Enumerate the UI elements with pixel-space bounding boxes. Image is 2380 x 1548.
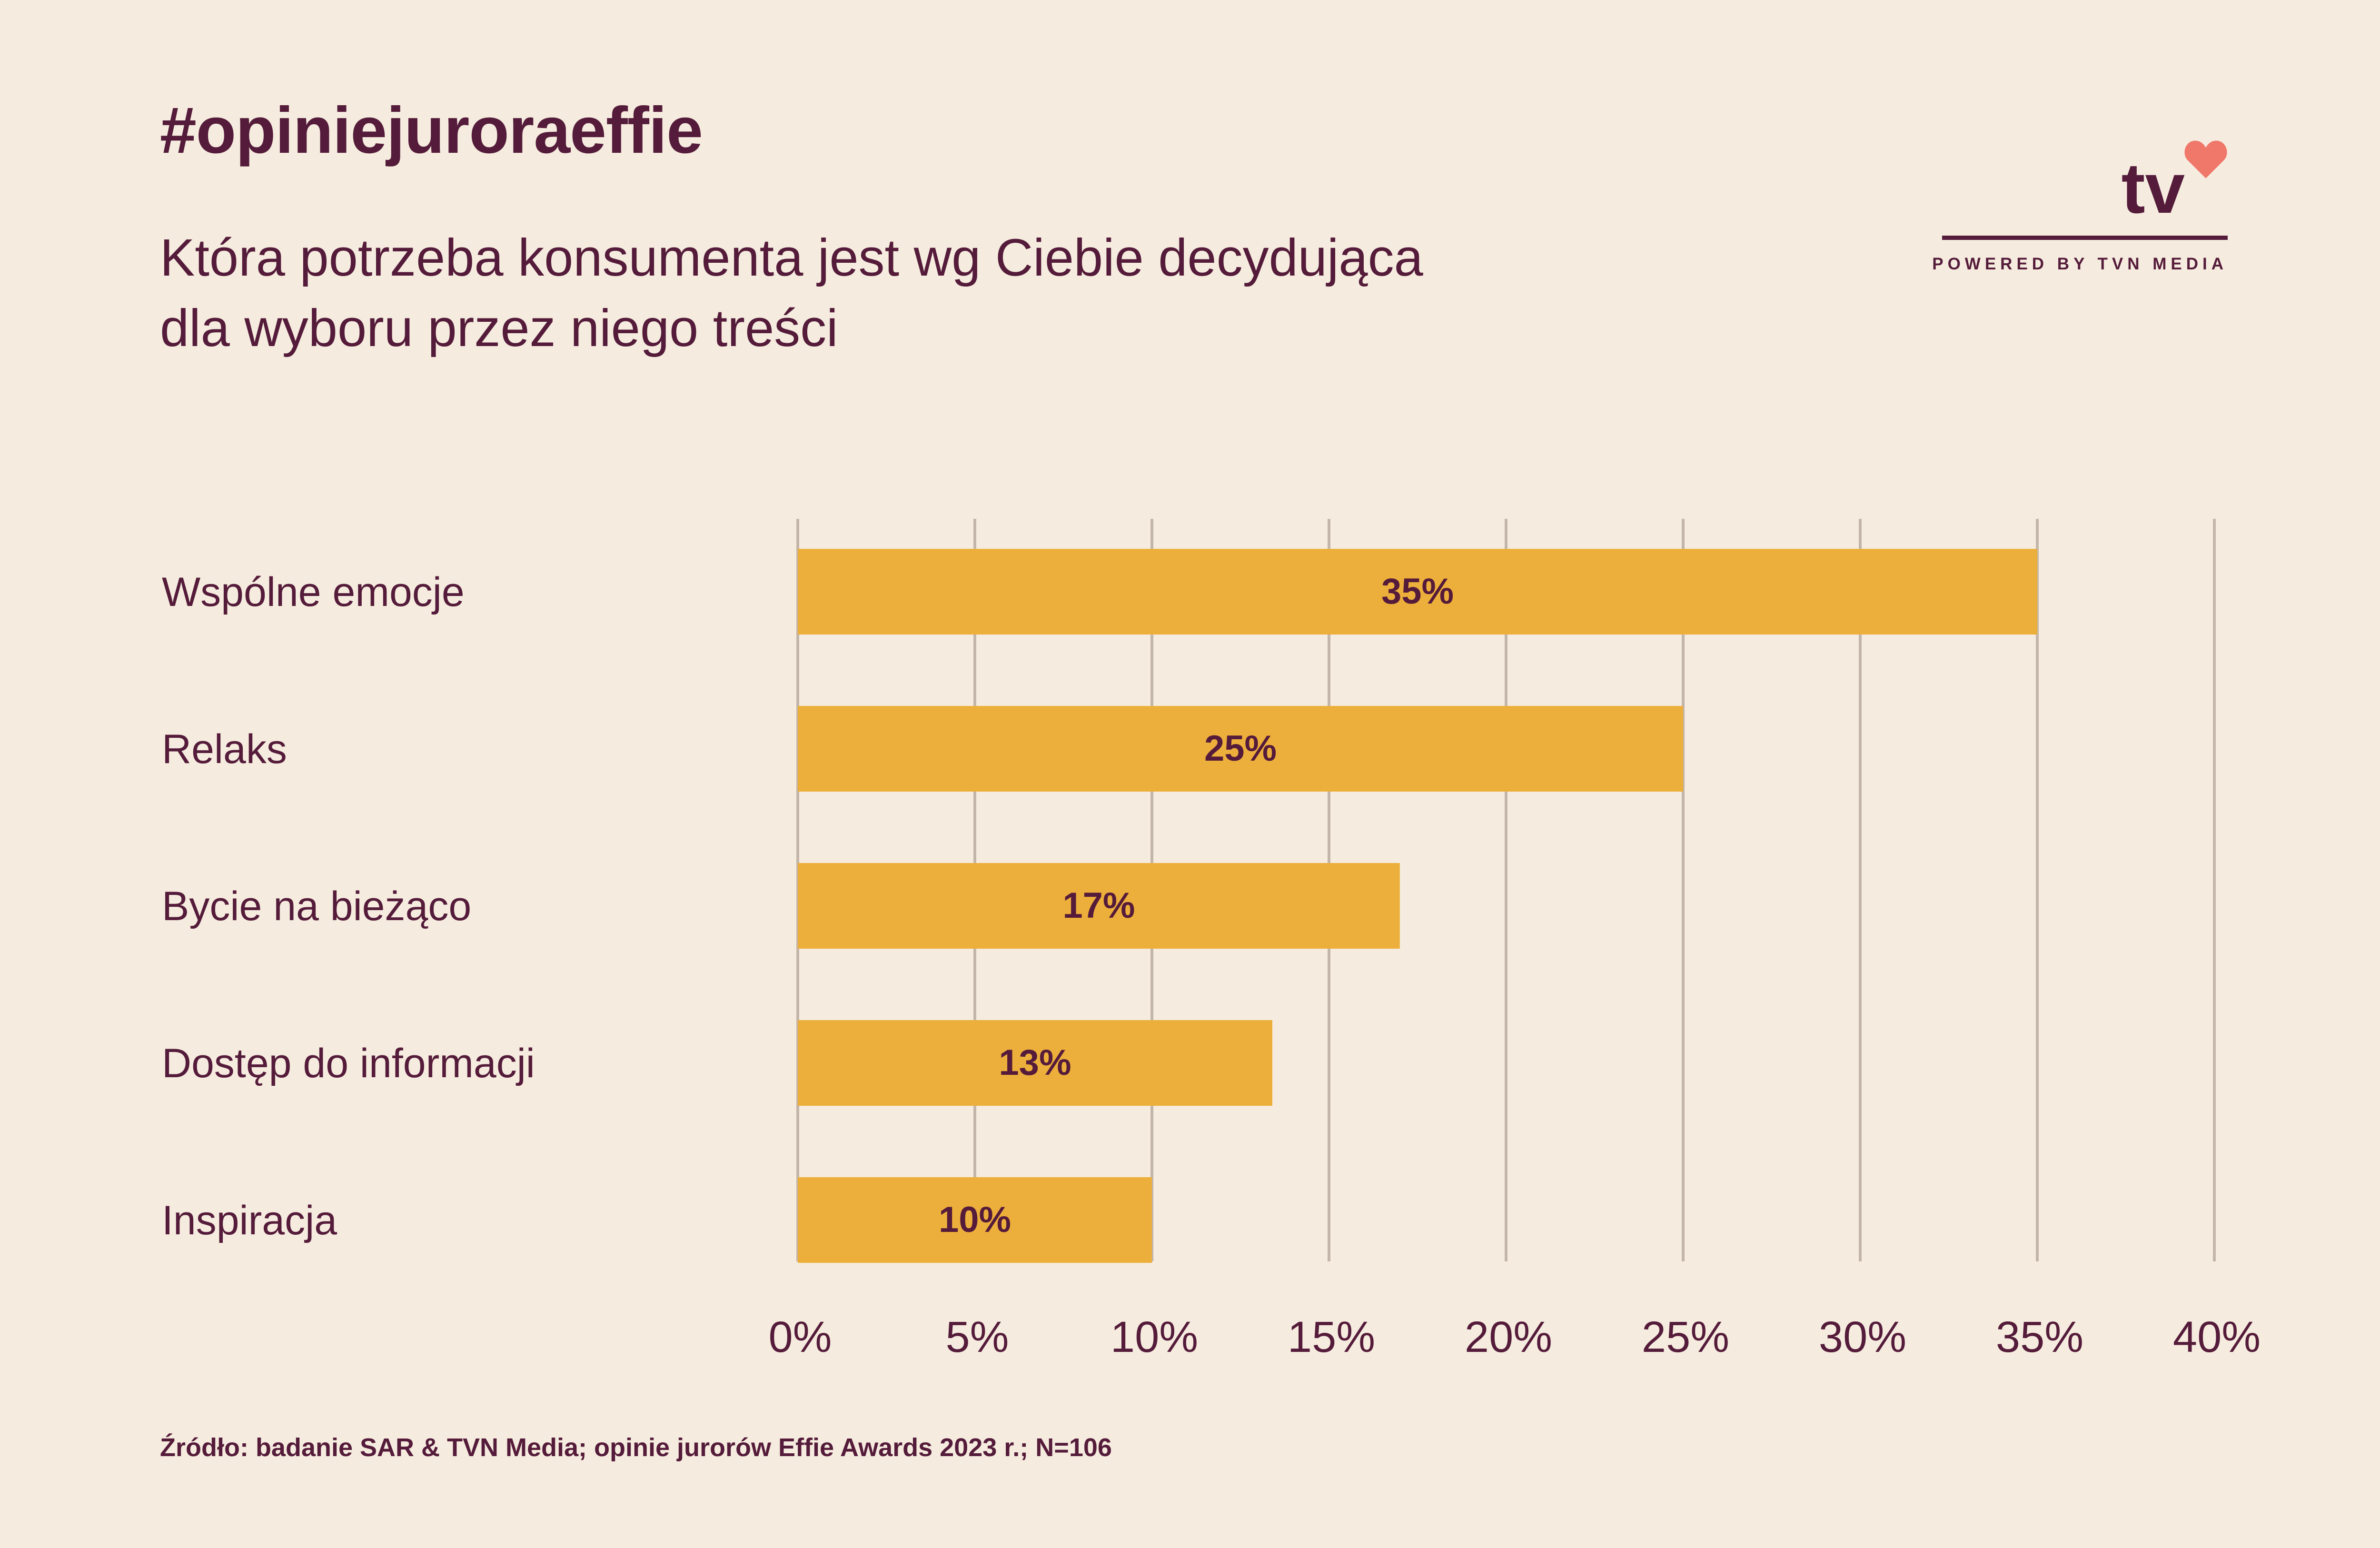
bar-value-label: 17% [1062,885,1135,926]
x-tick-label: 40% [2173,1313,2261,1361]
logo-divider [1942,236,2228,240]
x-tick-label: 5% [946,1313,1009,1361]
category-label: Bycie na bieżąco [162,883,471,929]
x-tick-label: 0% [769,1313,832,1361]
bar [798,1020,1272,1106]
category-label: Dostęp do informacji [162,1041,535,1086]
bar-value-label: 10% [939,1200,1011,1240]
bar [798,706,1683,792]
subtitle-line-2: dla wyboru przez niego treści [160,299,838,357]
heart-icon [2184,140,2227,179]
category-label: Wspólne emocje [162,569,465,615]
bar-value-label: 35% [1381,571,1454,612]
bar-value-label: 25% [1204,728,1277,769]
tvn-media-logo: tv POWERED BY TVN MEDIA [1932,138,2228,281]
x-tick-label: 35% [1996,1313,2083,1361]
x-tick-label: 30% [1819,1313,1906,1361]
logo-caption: POWERED BY TVN MEDIA [1932,255,2228,273]
chart-question-subtitle: Która potrzeba konsumenta jest wg Ciebie… [160,223,1826,364]
bar-value-label: 13% [999,1042,1071,1083]
bar [798,549,2037,635]
x-tick-label: 25% [1642,1313,1729,1361]
page-hashtag-title: #opiniejuroraeffie [160,94,703,167]
x-tick-label: 10% [1111,1313,1198,1361]
x-tick-label: 15% [1288,1313,1375,1361]
source-footnote: Źródło: badanie SAR & TVN Media; opinie … [160,1433,1112,1462]
category-label: Inspiracja [162,1198,337,1243]
bar [798,863,1400,949]
bar [798,1177,1152,1263]
x-tick-label: 20% [1465,1313,1552,1361]
category-label: Relaks [162,726,287,772]
subtitle-line-1: Która potrzeba konsumenta jest wg Ciebie… [160,228,1423,287]
logo-mark: tv [2121,148,2185,228]
